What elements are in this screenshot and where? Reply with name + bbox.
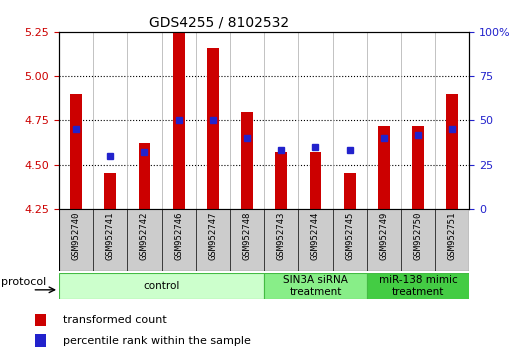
Text: protocol: protocol — [1, 277, 47, 287]
FancyBboxPatch shape — [59, 273, 264, 299]
Text: GSM952751: GSM952751 — [448, 212, 457, 260]
Text: control: control — [144, 281, 180, 291]
Bar — [173, 32, 185, 209]
Text: GSM952750: GSM952750 — [413, 212, 423, 260]
Text: GSM952748: GSM952748 — [243, 212, 251, 260]
Text: GDS4255 / 8102532: GDS4255 / 8102532 — [149, 15, 289, 29]
Text: GSM952744: GSM952744 — [311, 212, 320, 260]
FancyBboxPatch shape — [59, 209, 469, 271]
FancyBboxPatch shape — [367, 273, 469, 299]
Bar — [207, 48, 219, 209]
Bar — [104, 173, 116, 209]
Bar — [70, 94, 82, 209]
Text: GSM952740: GSM952740 — [72, 212, 81, 260]
Text: SIN3A siRNA
treatment: SIN3A siRNA treatment — [283, 275, 348, 297]
Bar — [35, 314, 46, 326]
FancyBboxPatch shape — [264, 273, 367, 299]
Text: percentile rank within the sample: percentile rank within the sample — [63, 336, 250, 346]
Bar — [275, 152, 287, 209]
Text: GSM952747: GSM952747 — [208, 212, 218, 260]
Bar — [309, 152, 322, 209]
Bar — [446, 94, 458, 209]
Text: GSM952741: GSM952741 — [106, 212, 115, 260]
Bar — [139, 143, 150, 209]
Text: transformed count: transformed count — [63, 315, 166, 325]
Bar — [412, 126, 424, 209]
Bar — [344, 173, 356, 209]
Text: GSM952743: GSM952743 — [277, 212, 286, 260]
Text: miR-138 mimic
treatment: miR-138 mimic treatment — [379, 275, 458, 297]
Text: GSM952742: GSM952742 — [140, 212, 149, 260]
Text: GSM952745: GSM952745 — [345, 212, 354, 260]
Bar — [35, 334, 46, 347]
Bar — [378, 126, 390, 209]
Text: GSM952746: GSM952746 — [174, 212, 183, 260]
Text: GSM952749: GSM952749 — [380, 212, 388, 260]
Bar — [241, 112, 253, 209]
